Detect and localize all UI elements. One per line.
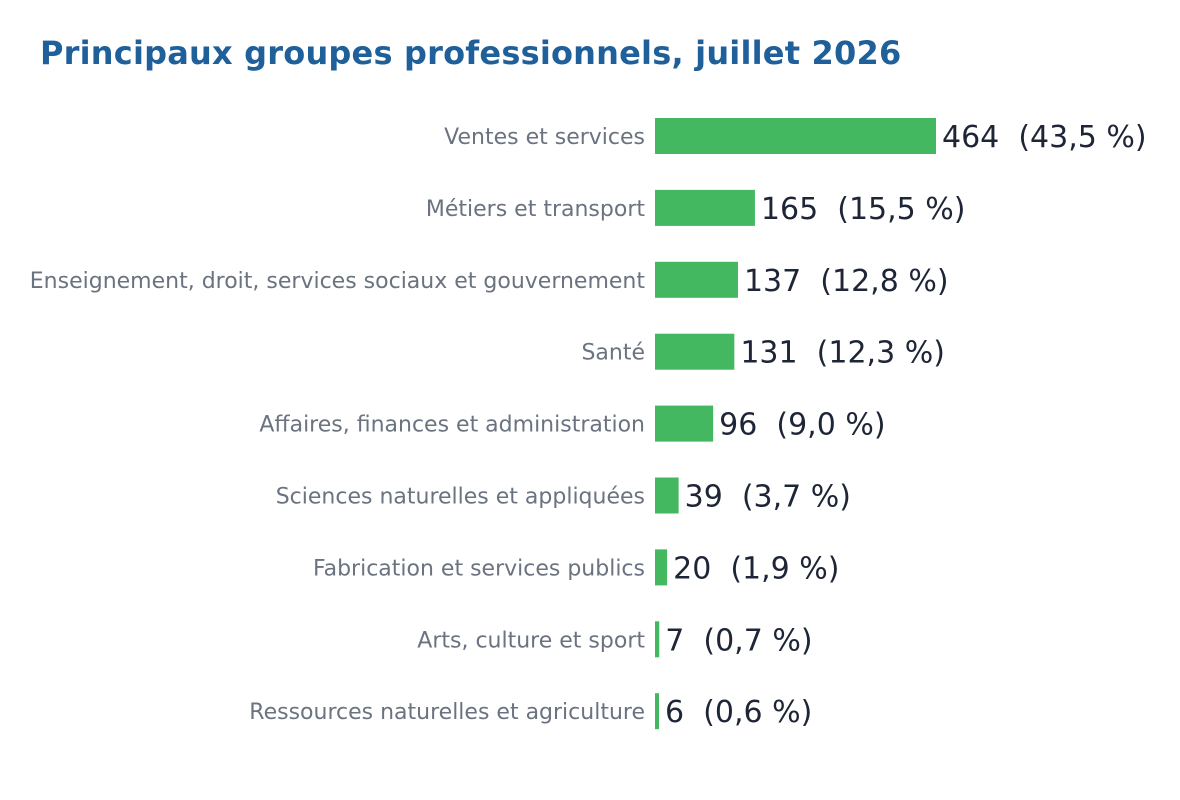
bar — [655, 333, 735, 370]
category-label: Arts, culture et sport — [417, 628, 645, 653]
value-label: 96 (9,0 %) — [719, 408, 885, 443]
category-label: Enseignement, droit, services sociaux et… — [30, 269, 646, 294]
bar — [655, 549, 668, 586]
category-label: Sciences naturelles et appliquées — [276, 485, 645, 510]
bar — [655, 189, 755, 226]
category-label: Affaires, finances et administration — [259, 413, 645, 438]
category-label: Ventes et services — [444, 125, 645, 150]
bar — [655, 261, 738, 298]
value-label: 6 (0,6 %) — [665, 695, 812, 730]
value-label: 137 (12,8 %) — [744, 264, 949, 299]
bar — [655, 118, 936, 154]
bar — [655, 405, 714, 442]
value-label: 20 (1,9 %) — [673, 551, 839, 586]
bar — [655, 693, 659, 730]
category-label: Fabrication et services publics — [313, 556, 645, 581]
category-label: Métiers et transport — [426, 197, 645, 222]
value-label: 464 (43,5 %) — [942, 120, 1147, 155]
chart-title: Principaux groupes professionnels, juill… — [40, 34, 902, 72]
value-label: 39 (3,7 %) — [685, 480, 851, 515]
value-label: 165 (15,5 %) — [761, 192, 966, 227]
bar — [655, 621, 660, 658]
value-label: 7 (0,7 %) — [665, 623, 812, 658]
category-label: Santé — [581, 341, 645, 366]
category-label: Ressources naturelles et agriculture — [249, 700, 645, 725]
value-label: 131 (12,3 %) — [740, 336, 945, 371]
bar — [655, 477, 679, 514]
